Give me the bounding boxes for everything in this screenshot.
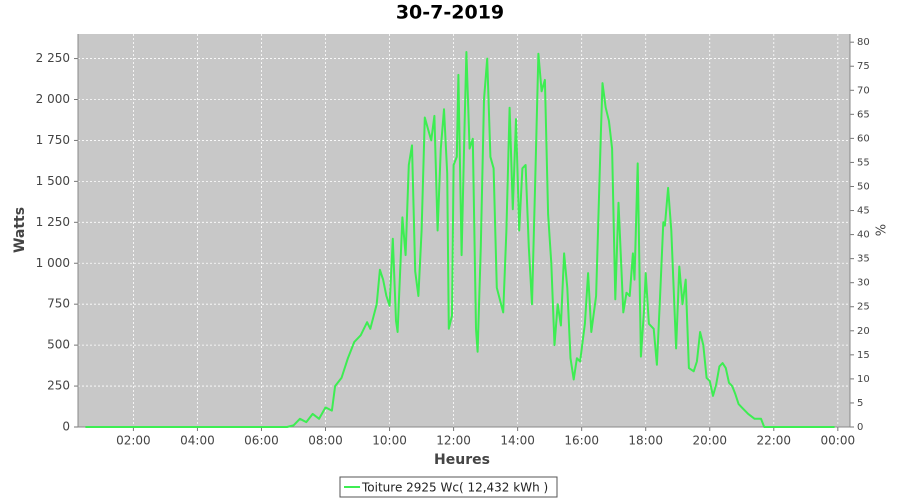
chart-title: 30-7-2019	[396, 2, 504, 24]
x-tick-label: 20:00	[692, 434, 727, 448]
y-tick-label: 1 500	[36, 174, 70, 188]
y-tick-label: 2 250	[36, 51, 70, 65]
x-tick-label: 08:00	[308, 434, 343, 448]
x-tick-label: 00:00	[821, 434, 856, 448]
y-tick-label: 1 750	[36, 133, 70, 147]
x-tick-label: 22:00	[756, 434, 791, 448]
y2-tick-label: 35	[857, 254, 870, 265]
plot-area	[78, 34, 850, 427]
y2-tick-label: 15	[857, 350, 870, 361]
y-tick-label: 750	[47, 297, 70, 311]
x-tick-label: 06:00	[244, 434, 279, 448]
y-tick-label: 0	[62, 420, 70, 434]
series-line	[85, 51, 835, 428]
legend-label: Toiture 2925 Wc( 12,432 kWh )	[361, 481, 548, 495]
y2-tick-label: 50	[857, 181, 870, 192]
y2-tick-label: 80	[857, 37, 870, 48]
x-tick-label: 18:00	[628, 434, 663, 448]
y-tick-label: 2 000	[36, 92, 70, 106]
y2-tick-label: 20	[857, 326, 870, 337]
y2-tick-label: 75	[857, 61, 870, 72]
x-axis-label: Heures	[434, 452, 490, 468]
x-tick-label: 04:00	[180, 434, 215, 448]
y2-tick-label: 0	[857, 422, 863, 433]
y-axis-label: Watts	[12, 207, 28, 253]
y2-tick-label: 10	[857, 374, 870, 385]
y2-tick-label: 55	[857, 157, 870, 168]
x-tick-label: 14:00	[500, 434, 535, 448]
y2-tick-label: 45	[857, 206, 870, 217]
y2-axis-label: %	[875, 224, 890, 236]
legend	[339, 476, 558, 498]
y2-tick-label: 65	[857, 109, 870, 120]
y2-tick-label: 25	[857, 302, 870, 313]
y-tick-label: 1 000	[36, 256, 70, 270]
y-tick-label: 1 250	[36, 215, 70, 229]
x-tick-label: 16:00	[564, 434, 599, 448]
x-tick-label: 02:00	[116, 434, 151, 448]
y-tick-label: 250	[47, 379, 70, 393]
y2-tick-label: 40	[857, 230, 870, 241]
x-tick-label: 12:00	[436, 434, 471, 448]
y2-tick-label: 5	[857, 398, 863, 409]
y-tick-label: 500	[47, 338, 70, 352]
x-tick-label: 10:00	[372, 434, 407, 448]
y2-tick-label: 70	[857, 85, 870, 96]
y2-tick-label: 30	[857, 278, 870, 289]
y2-tick-label: 60	[857, 133, 870, 144]
